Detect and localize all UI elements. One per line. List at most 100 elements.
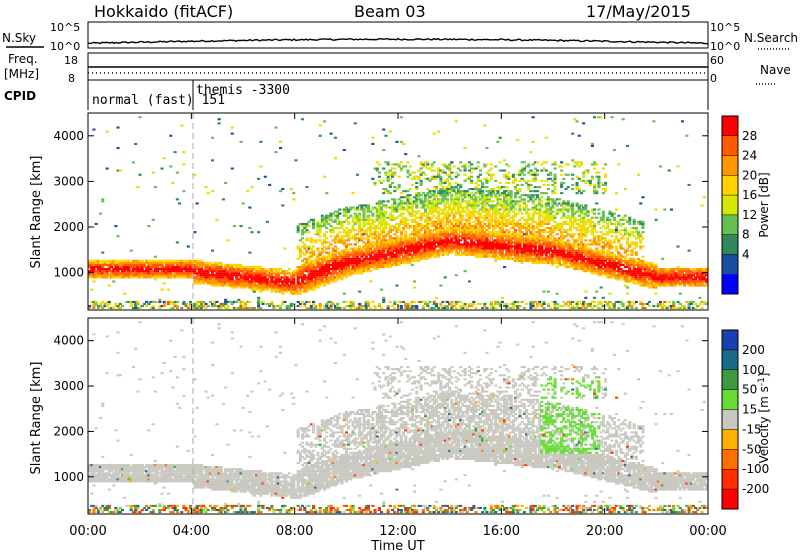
power-cell	[553, 251, 557, 254]
power-cell	[347, 257, 351, 260]
power-cell	[323, 272, 327, 275]
power-cell	[386, 257, 390, 260]
power-cell	[485, 247, 489, 250]
power-cell	[426, 257, 430, 260]
power-cell	[413, 249, 417, 252]
power-cell	[571, 214, 575, 217]
power-cell	[208, 278, 212, 281]
power-cell	[399, 231, 403, 234]
power-cell	[384, 245, 388, 248]
power-cell	[426, 198, 430, 201]
power-cell	[514, 253, 518, 256]
power-cell	[118, 261, 122, 264]
power-cell	[560, 202, 564, 205]
power-cell	[169, 274, 173, 277]
power-cell	[206, 266, 210, 269]
power-cell	[536, 302, 540, 305]
power-cell	[544, 214, 548, 217]
power-cell	[546, 243, 550, 246]
power-cell	[507, 165, 511, 168]
power-cell	[362, 233, 366, 236]
power-cell	[395, 208, 399, 211]
power-cell	[353, 257, 357, 260]
power-cell	[511, 179, 515, 182]
power-cell	[237, 263, 241, 266]
power-cell	[149, 266, 153, 269]
power-cell	[351, 235, 355, 238]
power-cell	[160, 263, 164, 266]
power-cell	[325, 251, 329, 254]
power-cell	[503, 222, 507, 225]
power-cell	[333, 239, 337, 242]
power-cell	[259, 284, 263, 287]
power-cell	[421, 253, 425, 256]
power-cell	[320, 266, 324, 269]
power-cell	[200, 305, 204, 308]
power-cell	[377, 206, 381, 209]
power-cell	[566, 241, 570, 244]
power-cell	[509, 196, 513, 199]
power-cell	[443, 163, 447, 166]
power-cell	[494, 204, 498, 207]
power-cell	[320, 257, 324, 260]
power-cell	[296, 231, 300, 234]
power-cell	[406, 171, 410, 174]
power-cell	[138, 173, 142, 176]
power-cell	[410, 231, 414, 234]
power-cell	[134, 261, 138, 264]
power-cell	[562, 243, 566, 246]
power-cell	[318, 282, 322, 285]
power-cell	[88, 305, 92, 308]
power-cell	[474, 204, 478, 207]
power-cell	[369, 270, 373, 273]
power-cell	[281, 302, 285, 305]
power-cell	[443, 202, 447, 205]
power-cell	[450, 229, 454, 232]
power-cell	[353, 266, 357, 269]
power-cell	[386, 261, 390, 264]
power-cell	[562, 235, 566, 238]
power-cell	[366, 300, 370, 303]
power-cell	[243, 280, 247, 283]
power-cell	[426, 212, 430, 215]
power-cell	[344, 214, 348, 217]
power-cell	[568, 229, 572, 232]
power-cell	[287, 288, 291, 291]
power-cell	[557, 243, 561, 246]
power-cell	[498, 251, 502, 254]
power-cell	[546, 214, 550, 217]
power-cell	[355, 218, 359, 221]
power-cell	[90, 261, 94, 264]
power-cell	[485, 233, 489, 236]
power-cell	[386, 177, 390, 180]
power-cell	[336, 247, 340, 250]
power-cell	[467, 220, 471, 223]
power-cell	[474, 196, 478, 199]
power-cell	[399, 259, 403, 262]
power-cell	[527, 237, 531, 240]
power-cell	[463, 147, 467, 150]
power-cell	[443, 198, 447, 201]
power-cell	[470, 163, 474, 166]
power-cell	[553, 188, 557, 191]
power-cell	[467, 251, 471, 254]
power-cell	[281, 188, 285, 191]
power-cell	[342, 257, 346, 260]
power-cell	[358, 253, 362, 256]
power-cell	[417, 229, 421, 232]
power-cell	[507, 222, 511, 225]
power-cell	[134, 272, 138, 275]
power-cell	[571, 212, 575, 215]
power-cell	[531, 171, 535, 174]
power-cell	[538, 302, 542, 305]
power-cell	[538, 239, 542, 242]
power-cell	[259, 270, 263, 273]
power-cell	[568, 220, 572, 223]
power-cell	[476, 161, 480, 164]
power-cell	[434, 206, 438, 209]
power-cell	[99, 259, 103, 262]
power-cell	[118, 263, 122, 266]
power-cell	[312, 263, 316, 266]
power-cell	[149, 263, 153, 266]
power-cell	[360, 268, 364, 271]
